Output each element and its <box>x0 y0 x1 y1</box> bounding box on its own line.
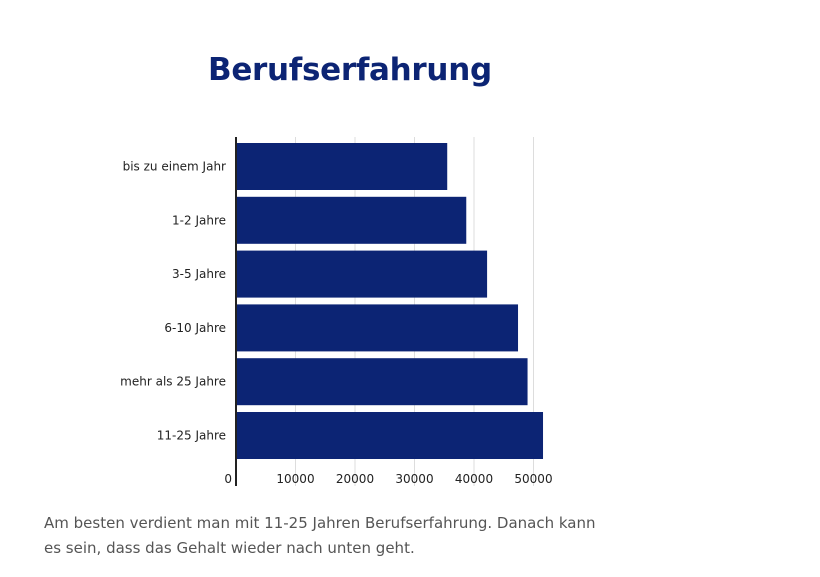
bar <box>236 358 528 406</box>
x-tick-label: 10000 <box>276 472 314 486</box>
bar <box>236 304 519 352</box>
x-tick-label: 0 <box>224 472 232 486</box>
chart-title: Berufserfahrung <box>208 52 492 88</box>
x-tick-label: 20000 <box>336 472 374 486</box>
bar <box>236 196 467 244</box>
category-label: bis zu einem Jahr <box>123 160 226 174</box>
category-labels: bis zu einem Jahr 1-2 Jahre 3-5 Jahre 6-10 … <box>120 160 226 443</box>
bar <box>236 143 448 190</box>
category-label: 1-2 Jahre <box>172 213 226 227</box>
category-label: mehr als 25 Jahre <box>120 375 226 389</box>
chart-caption: Am besten verdient man mit 11-25 Jahren … <box>44 514 596 557</box>
bar <box>236 250 488 298</box>
bars <box>236 143 544 459</box>
x-tick-label: 50000 <box>514 472 552 486</box>
category-label: 11-25 Jahre <box>157 429 226 443</box>
x-tick-label: 30000 <box>395 472 433 486</box>
bar <box>236 412 544 459</box>
category-label: 3-5 Jahre <box>172 267 226 281</box>
category-label: 6-10 Jahre <box>164 321 226 335</box>
x-tick-label: 40000 <box>455 472 493 486</box>
x-tick-labels: 0 10000 20000 30000 40000 50000 <box>224 472 552 486</box>
